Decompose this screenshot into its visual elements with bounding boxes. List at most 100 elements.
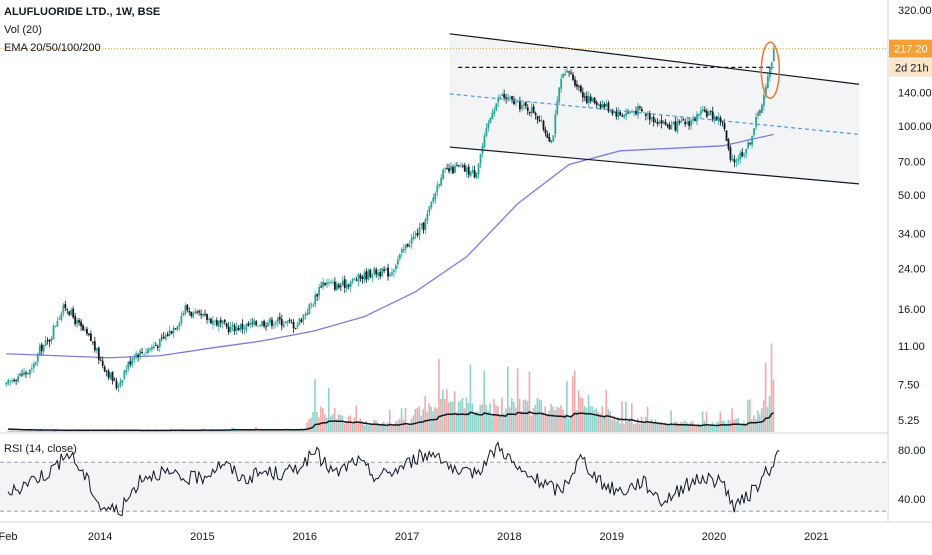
candle-body — [731, 158, 734, 161]
candle-body — [241, 323, 244, 329]
candle-body — [389, 274, 391, 276]
price-tick-label: 50.00 — [898, 190, 926, 202]
volume-bar — [329, 416, 332, 432]
candle-body — [74, 316, 77, 325]
time-tick-label: 2021 — [804, 531, 828, 543]
candle-body — [459, 166, 462, 168]
candle-body — [86, 328, 88, 334]
volume-bar — [225, 429, 228, 432]
candle-body — [422, 222, 425, 231]
volume-bar — [688, 423, 690, 432]
channel-lower-line[interactable] — [449, 146, 860, 185]
rsi-band — [0, 462, 888, 512]
volume-bar — [548, 410, 550, 432]
time-tick-label: 2019 — [599, 531, 623, 543]
candle-body — [658, 121, 661, 124]
volume-bar — [603, 416, 606, 432]
ema-legend[interactable]: EMA 20/50/100/200 — [4, 42, 101, 54]
volume-bar — [97, 431, 100, 432]
candle-body — [739, 152, 742, 160]
volume-bar — [668, 423, 670, 432]
volume-bar — [263, 429, 265, 432]
volume-bar — [135, 431, 137, 432]
candle-body — [304, 314, 307, 316]
volume-bar — [327, 388, 330, 432]
candle-body — [719, 117, 722, 123]
volume-bar — [42, 430, 45, 432]
volume-bar — [142, 430, 145, 432]
volume-bar — [144, 431, 147, 432]
price-axis[interactable]: 320.00 140.00 100.00 70.00 50.00 34.00 24.00 16… — [898, 5, 932, 427]
candle-body — [212, 320, 214, 325]
volume-legend[interactable]: Vol (20) — [4, 24, 42, 36]
volume-bar — [400, 408, 403, 432]
volume-bar — [642, 421, 645, 432]
price-pane[interactable] — [0, 0, 888, 432]
volume-bar — [207, 430, 210, 432]
candle-body — [707, 112, 710, 116]
candle-body — [601, 103, 604, 109]
candle-body — [48, 339, 51, 343]
candle-body — [550, 139, 553, 143]
candle-body — [188, 311, 191, 313]
volume-bar — [343, 423, 346, 432]
candle-body — [294, 327, 297, 329]
volume-bar — [455, 412, 458, 432]
candle-body — [255, 321, 258, 326]
volume-bar — [184, 430, 186, 432]
candle-body — [703, 109, 706, 112]
candle-body — [635, 110, 637, 114]
volume-bar — [325, 417, 328, 432]
volume-bar — [381, 423, 383, 432]
candle-body — [310, 304, 313, 305]
volume-bar — [691, 420, 694, 432]
candle-body — [339, 286, 342, 288]
candle-body — [564, 73, 567, 76]
volume-bar — [418, 406, 421, 432]
candle-body — [548, 137, 551, 142]
candle-body — [723, 123, 726, 130]
candle-body — [251, 322, 254, 324]
volume-bar — [416, 407, 419, 432]
candle-body — [528, 111, 531, 114]
volume-bar — [520, 411, 523, 432]
candle-body — [343, 279, 346, 288]
candle-body — [298, 318, 301, 325]
price-tick-label: 34.00 — [898, 229, 926, 241]
channel-middle-line[interactable] — [449, 93, 860, 135]
volume-bar — [739, 424, 741, 432]
volume-bar — [36, 431, 39, 432]
volume-bar — [38, 430, 41, 432]
volume-bar — [19, 430, 21, 432]
rsi-axis[interactable]: 80.00 40.00 — [898, 445, 926, 506]
candle-body — [398, 254, 401, 259]
candle-body — [654, 121, 657, 123]
time-axis[interactable]: Feb 2014 2015 2016 2017 2018 2019 2020 2021 — [0, 531, 829, 543]
candle-body — [204, 313, 206, 315]
candle-body — [359, 275, 362, 279]
symbol-title[interactable]: ALUFLUORIDE LTD., 1W, BSE — [4, 6, 161, 18]
candle-body — [680, 120, 683, 123]
highlight-ellipse[interactable] — [760, 41, 781, 99]
candle-body — [219, 319, 222, 323]
volume-bar — [320, 406, 322, 432]
candle-body — [751, 136, 753, 146]
candle-body — [263, 320, 265, 327]
channel-upper-line[interactable] — [449, 33, 860, 85]
candle-body — [479, 154, 482, 164]
volume-bar — [601, 406, 604, 432]
rsi-legend[interactable]: RSI (14, close) — [4, 443, 77, 455]
candle-body — [426, 213, 429, 221]
volume-bar — [747, 400, 749, 432]
volume-bar — [695, 424, 698, 432]
candle-body — [158, 339, 161, 347]
candle-body — [180, 315, 183, 323]
candle-body — [52, 325, 55, 340]
candle-body — [139, 350, 142, 356]
candle-body — [613, 111, 616, 113]
candle-body — [595, 101, 598, 105]
candle-body — [182, 313, 185, 316]
volume-bar — [591, 406, 594, 432]
candle-body — [662, 120, 665, 124]
